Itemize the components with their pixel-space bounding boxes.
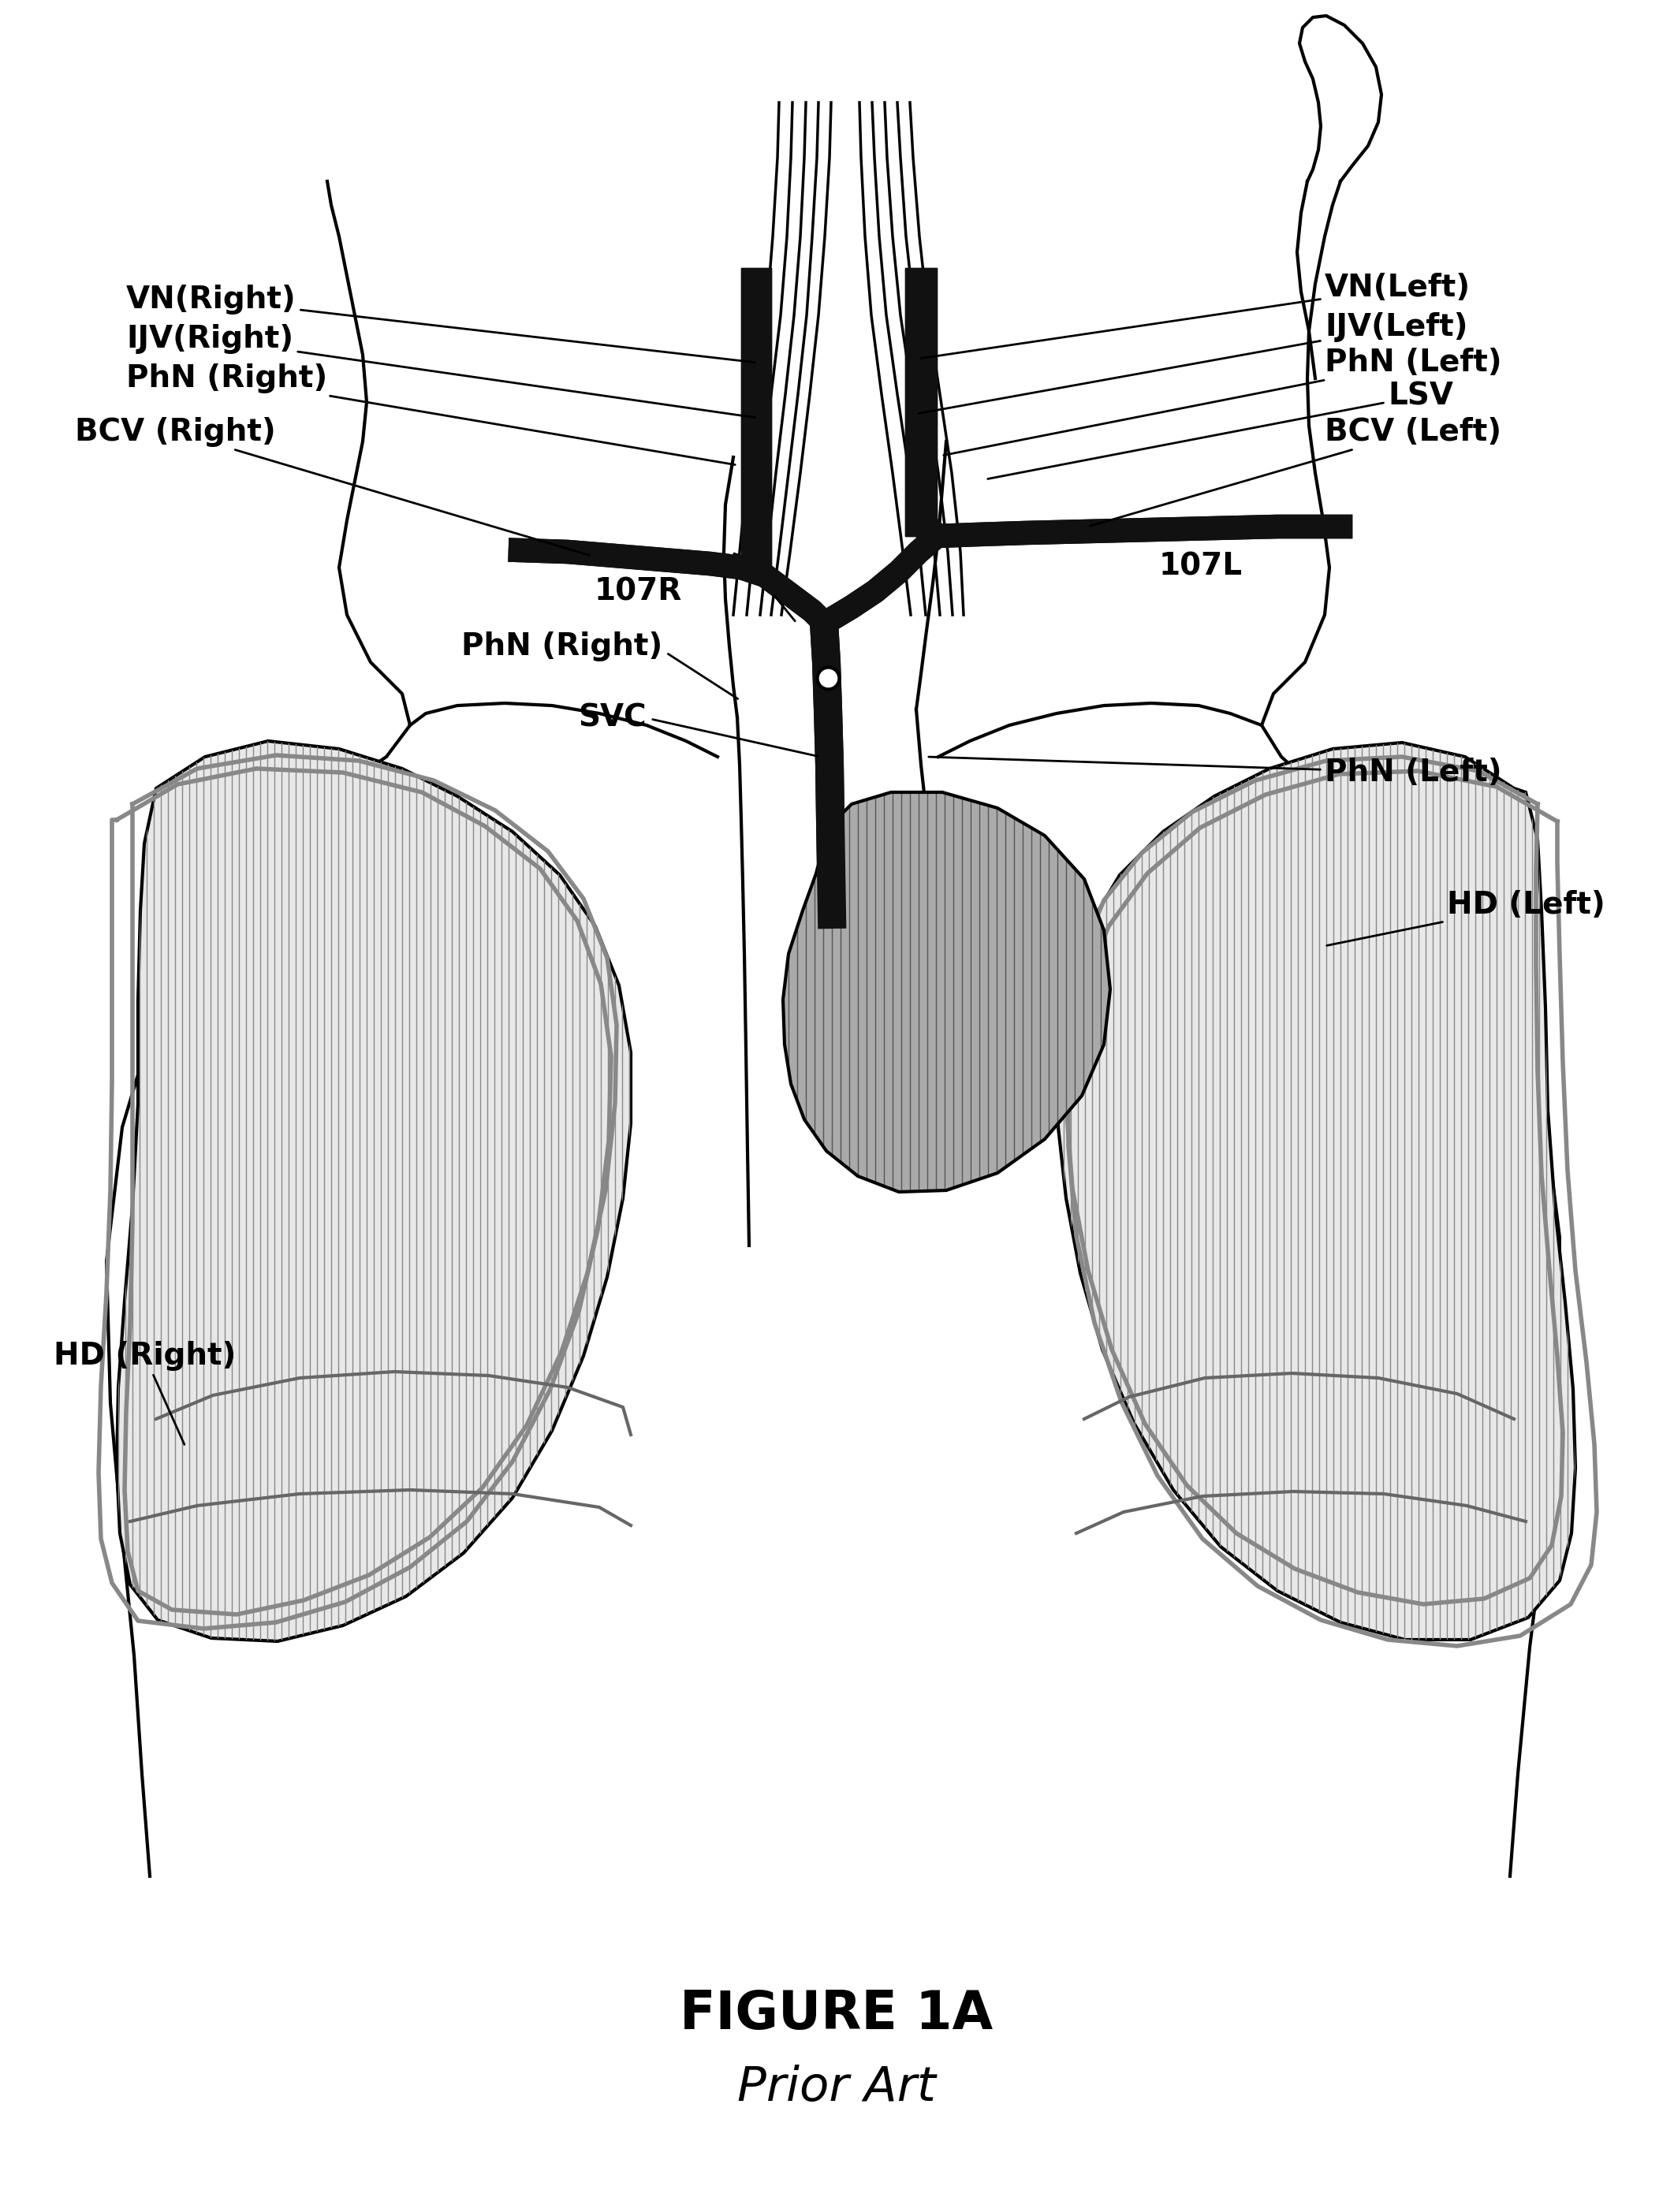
Text: VN(Left): VN(Left) <box>921 272 1471 358</box>
Text: PhN (Left): PhN (Left) <box>929 757 1502 787</box>
Text: VN(Right): VN(Right) <box>126 285 755 363</box>
Text: PhN (Right): PhN (Right) <box>126 363 735 465</box>
Polygon shape <box>783 792 1110 1192</box>
Text: PhN (Right): PhN (Right) <box>460 630 663 661</box>
Text: SVC: SVC <box>578 703 646 732</box>
Polygon shape <box>117 741 631 1641</box>
Text: 107L: 107L <box>1158 551 1242 582</box>
Text: HD (Left): HD (Left) <box>1327 889 1605 945</box>
Text: BCV (Right): BCV (Right) <box>75 418 589 555</box>
Text: LSV: LSV <box>988 380 1453 478</box>
Text: FIGURE 1A: FIGURE 1A <box>680 1989 993 2039</box>
Text: IJV(Left): IJV(Left) <box>919 312 1468 414</box>
Text: Prior Art: Prior Art <box>737 2064 936 2110</box>
Text: IJV(Right): IJV(Right) <box>126 323 755 418</box>
Text: BCV (Left): BCV (Left) <box>1090 418 1502 526</box>
Text: 107R: 107R <box>594 577 681 606</box>
Text: HD (Right): HD (Right) <box>54 1340 236 1444</box>
Polygon shape <box>1056 743 1575 1639</box>
Text: PhN (Left): PhN (Left) <box>944 347 1502 456</box>
